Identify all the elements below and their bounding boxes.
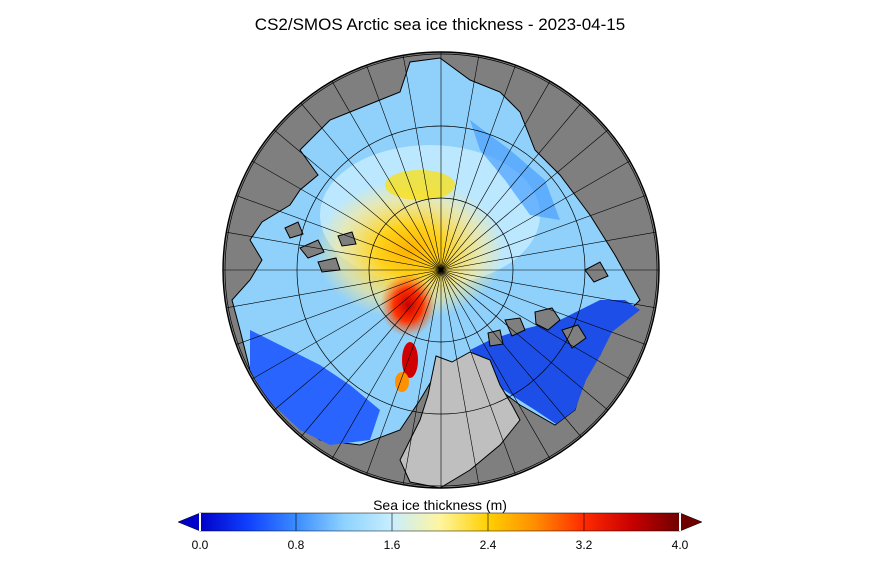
meridian-line	[300, 102, 442, 271]
colorbar-max-arrow	[679, 512, 703, 532]
colorbar-tick-label: 1.6	[383, 538, 401, 552]
greenland-land	[399, 351, 521, 488]
colorbar-tick-label: 3.2	[575, 538, 593, 552]
thin-ice-edge-atlantic	[470, 300, 640, 424]
colorbar-tick-label: 0.8	[287, 538, 305, 552]
meridian-line	[440, 269, 582, 438]
ice-thick-patch	[395, 372, 409, 392]
meridian-line	[236, 195, 442, 271]
thin-ice-edge-north	[470, 120, 560, 220]
meridian-line	[440, 269, 646, 345]
colorbar-tick-label: 4.0	[671, 538, 689, 552]
north-pole-marker	[439, 268, 443, 272]
meridian-line	[402, 55, 442, 271]
meridian-line	[366, 269, 442, 475]
meridian-line	[273, 129, 442, 271]
meridian-line	[252, 269, 442, 380]
meridian-line	[440, 102, 582, 271]
meridian-line	[273, 269, 442, 411]
meridian-line	[300, 269, 442, 438]
meridian-line	[331, 81, 442, 271]
map-boundary	[222, 51, 660, 489]
meridian-line	[440, 160, 630, 271]
meridian-line	[440, 55, 480, 271]
meridian-line	[440, 269, 516, 475]
meridian-line	[440, 231, 656, 271]
meridian-line	[402, 269, 442, 485]
colorbar-gradient	[199, 512, 681, 532]
meridian-line	[440, 65, 516, 271]
colorbar-tick-label: 2.4	[479, 538, 497, 552]
meridian-line	[440, 269, 609, 411]
meridian-line	[440, 81, 551, 271]
ice-thick-core	[315, 180, 505, 320]
ice-thick-north	[385, 170, 455, 200]
thin-ice-edge-pacific	[250, 330, 380, 445]
meridian-line	[440, 269, 551, 459]
meridian-lines	[223, 52, 659, 488]
colorbar-label: Sea ice thickness (m)	[373, 497, 507, 513]
meridian-line	[236, 269, 442, 345]
meridian-line	[226, 269, 442, 309]
colorbar-min-arrow	[177, 512, 201, 532]
colorbar	[177, 512, 703, 532]
ice-thick-strait	[402, 342, 418, 378]
ice-thickest	[380, 273, 436, 337]
meridian-line	[331, 269, 442, 459]
map-title: CS2/SMOS Arctic sea ice thickness - 2023…	[254, 15, 626, 34]
meridian-line	[440, 269, 630, 380]
meridian-line	[226, 231, 442, 271]
meridian-line	[440, 195, 646, 271]
colorbar-ticks	[199, 513, 681, 531]
meridian-line	[440, 129, 609, 271]
colorbar-tick-label: 0.0	[191, 538, 209, 552]
meridian-line	[440, 269, 656, 309]
meridian-line	[440, 269, 480, 485]
meridian-line	[366, 65, 442, 271]
meridian-line	[252, 160, 442, 271]
